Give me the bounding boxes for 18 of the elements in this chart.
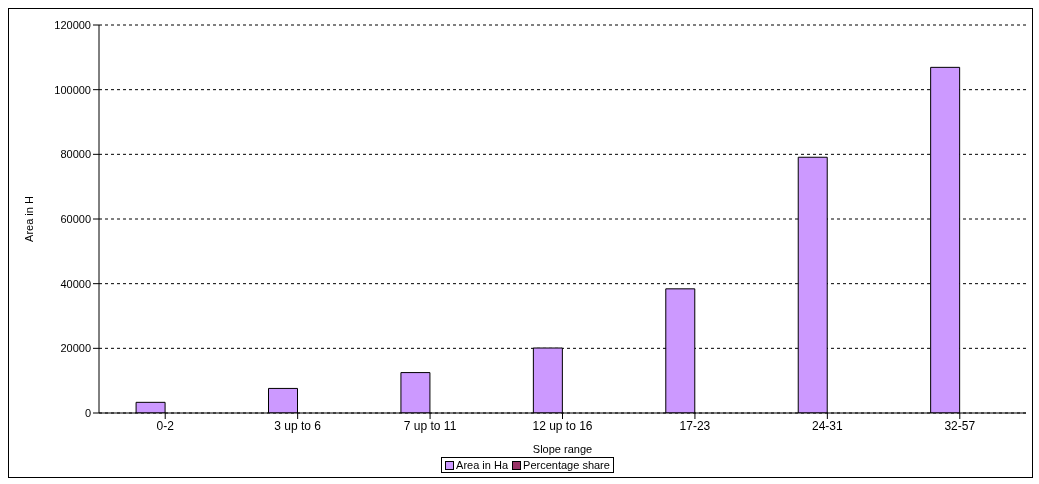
x-tick-label: 32-57 <box>944 418 976 433</box>
x-tick-label: 7 up to 11 <box>403 418 457 433</box>
y-tick-label: 40000 <box>60 277 91 290</box>
x-axis-title: Slope range <box>532 443 593 455</box>
legend-label: Area in Ha <box>455 459 509 471</box>
legend-label: Percentage share <box>522 459 610 471</box>
y-axis-title: Area in H <box>22 196 35 242</box>
x-tick-label: 12 up to 16 <box>532 418 593 433</box>
y-tick-label: 20000 <box>60 342 91 355</box>
y-tick-label: 120000 <box>54 18 91 31</box>
y-tick-label: 60000 <box>60 212 91 225</box>
x-tick-label: 24-31 <box>812 418 844 433</box>
x-tick-label: 3 up to 6 <box>274 418 322 433</box>
y-tick-label: 100000 <box>54 83 91 96</box>
y-tick-label: 0 <box>84 406 91 419</box>
x-tick-label: 0-2 <box>156 418 175 433</box>
x-tick-label: 17-23 <box>679 418 711 433</box>
y-tick-label: 80000 <box>60 148 91 161</box>
